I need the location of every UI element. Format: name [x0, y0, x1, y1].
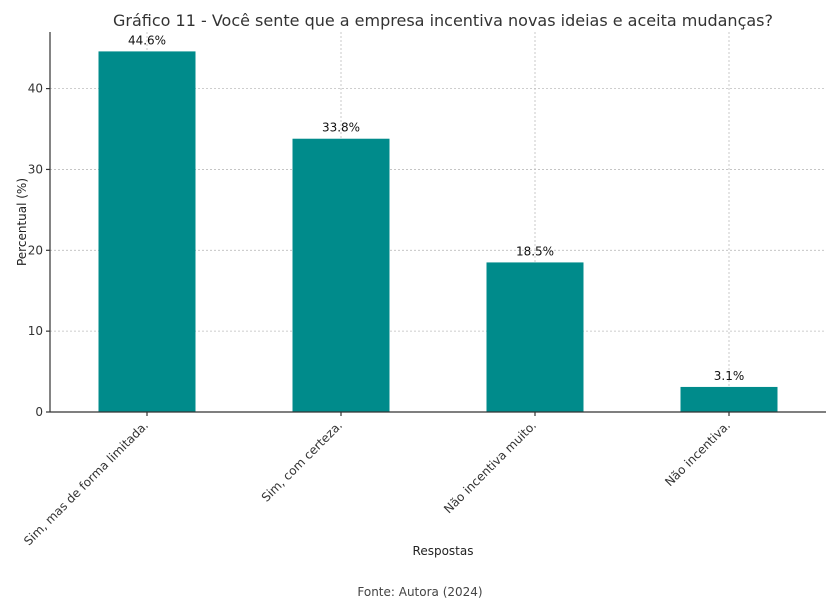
x-tick-label: Sim, mas de forma limitada. [21, 418, 151, 548]
bar [681, 387, 778, 412]
x-tick-label: Não incentiva muito. [441, 418, 539, 516]
bar-value-label: 44.6% [128, 33, 166, 47]
bar [293, 139, 390, 412]
x-tick-label: Sim, com certeza. [259, 418, 345, 504]
bar-value-label: 18.5% [516, 244, 554, 258]
chart-title: Gráfico 11 - Você sente que a empresa in… [113, 11, 773, 30]
y-tick-label: 0 [35, 405, 43, 419]
y-tick-label: 40 [28, 82, 43, 96]
source-caption: Fonte: Autora (2024) [357, 585, 482, 599]
x-tick-labels: Sim, mas de forma limitada. Sim, com cert… [21, 418, 733, 548]
y-tick-label: 10 [28, 324, 43, 338]
y-tick-label: 20 [28, 243, 43, 257]
bars [99, 51, 778, 412]
bar-value-label: 3.1% [714, 369, 745, 383]
x-tick-label: Não incentiva. [662, 418, 733, 489]
bar-value-label: 33.8% [322, 121, 360, 135]
bar [99, 51, 196, 412]
y-axis-label: Percentual (%) [15, 178, 29, 266]
value-labels: 44.6% 33.8% 18.5% 3.1% [128, 33, 744, 383]
x-axis-label: Respostas [413, 544, 474, 558]
y-tick-label: 30 [28, 162, 43, 176]
bar [487, 262, 584, 412]
y-tick-labels: 0 10 20 30 40 [28, 82, 43, 419]
